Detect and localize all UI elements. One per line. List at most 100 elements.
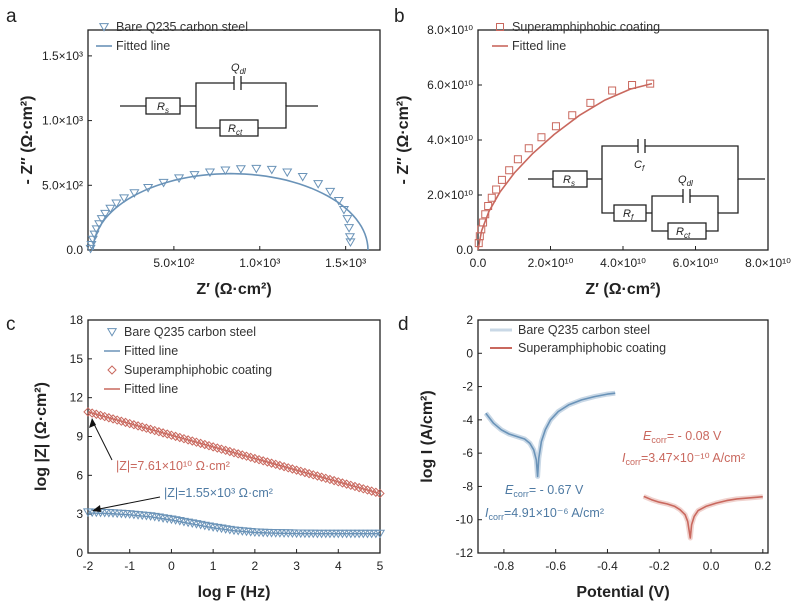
data-point (345, 238, 356, 248)
y-tick-label: 0 (466, 346, 473, 360)
data-point (479, 218, 488, 227)
x-tick-label: 0.0 (470, 256, 487, 270)
data-point (325, 187, 336, 197)
y-tick-label: 1.5×10³ (42, 49, 83, 63)
annotation-ecorr-coating: Ecorr= - 0.08 V (643, 429, 722, 445)
series-line-fitted (477, 82, 653, 251)
data-point (492, 185, 501, 194)
data-point (266, 165, 277, 175)
series-line-fitted-coating (87, 411, 381, 495)
data-point (111, 199, 122, 209)
y-tick-label: 2 (466, 313, 473, 327)
x-tick-label: 1.5×10³ (325, 256, 366, 270)
annotation-arrow (93, 496, 161, 511)
series-line-bare (485, 392, 616, 478)
x-tick-label: 0 (168, 559, 175, 573)
series-line-fitted (92, 172, 369, 251)
legend-label: Bare Q235 carbon steel (124, 325, 256, 339)
data-point (646, 79, 655, 88)
y-tick-label: -6 (462, 446, 473, 460)
x-tick-label: 8.0×10¹⁰ (745, 256, 791, 270)
data-point (106, 328, 118, 337)
data-point (158, 178, 169, 188)
equivalent-circuit-b: Rs Cf Rf Qdl Rct (528, 139, 765, 240)
x-tick-label: 5 (377, 559, 384, 573)
data-point (105, 204, 116, 214)
x-axis-label: Potential (V) (576, 584, 669, 601)
y-tick-label: -10 (456, 513, 474, 527)
x-tick-label: 4.0×10¹⁰ (600, 256, 646, 270)
y-tick-label: 9 (76, 430, 83, 444)
y-tick-label: 2.0×10¹⁰ (427, 188, 473, 202)
x-tick-label: -2 (83, 559, 94, 573)
data-point (481, 210, 490, 219)
y-tick-label: -4 (462, 413, 473, 427)
chart-d: -0.8 -0.6 -0.4 -0.2 0.0 0.2 -12 -10 -8 -6 -4 -2 0 2 Po… (419, 313, 771, 601)
y-tick-label: 3 (76, 507, 83, 521)
y-axis-label: - Z″ (Ω·cm²) (395, 96, 412, 185)
y-tick-label: 6 (76, 468, 83, 482)
data-point (524, 144, 533, 153)
annotation-icorr-coating: Icorr=3.47×10⁻¹⁰ A/cm² (622, 451, 745, 467)
svg-text:Cf: Cf (634, 159, 645, 173)
equivalent-circuit-a: Rs Rct Qdl (120, 62, 318, 137)
data-point (586, 98, 595, 107)
x-tick-label: 6.0×10¹⁰ (673, 256, 719, 270)
data-point (282, 168, 293, 178)
svg-text:Rs: Rs (157, 101, 169, 115)
annotation-arrow (91, 419, 113, 461)
y-tick-label: 5.0×10² (42, 178, 83, 192)
data-point (496, 23, 504, 31)
series-line-coating (643, 495, 763, 539)
x-tick-label: -1 (124, 559, 135, 573)
x-axis-label: Z′ (Ω·cm²) (585, 281, 660, 298)
legend-label: Fitted line (124, 382, 178, 396)
data-point (551, 122, 560, 131)
y-tick-label: 8.0×10¹⁰ (427, 23, 473, 37)
y-tick-label: -2 (462, 380, 473, 394)
y-tick-label: 0 (76, 546, 83, 560)
svg-text:Rs: Rs (563, 174, 575, 188)
panel-label-a: a (6, 6, 17, 27)
legend: Bare Q235 carbon steel Fitted line (96, 20, 248, 53)
data-point (204, 168, 216, 178)
data-point (333, 196, 344, 206)
data-point (251, 164, 262, 174)
y-axis-label: - Z″ (Ω·cm²) (19, 96, 36, 185)
x-tick-label: 5.0×10² (153, 256, 194, 270)
data-point (344, 233, 356, 242)
plot-frame (477, 319, 769, 554)
data-point (94, 220, 105, 229)
x-tick-label: 1.0×10³ (239, 256, 280, 270)
data-point (91, 225, 102, 235)
x-tick-label: 2 (252, 559, 259, 573)
data-point (505, 166, 514, 175)
data-point (497, 175, 506, 184)
y-tick-label: -12 (456, 546, 474, 560)
y-tick-label: -8 (462, 479, 473, 493)
legend: Bare Q235 carbon steel Superamphiphobic c… (490, 323, 666, 355)
svg-text:Rct: Rct (228, 123, 243, 137)
x-tick-label: 1 (210, 559, 217, 573)
data-point (173, 174, 185, 183)
svg-text:Qdl: Qdl (231, 62, 246, 76)
data-point (484, 202, 493, 210)
y-tick-label: 6.0×10¹⁰ (427, 78, 473, 92)
svg-text:Rct: Rct (676, 226, 691, 240)
x-tick-label: -0.4 (597, 559, 618, 573)
data-point (513, 155, 522, 164)
data-point (313, 180, 324, 189)
legend-label: Superamphiphobic coating (518, 341, 666, 355)
data-point (235, 165, 246, 174)
legend-label: Bare Q235 carbon steel (116, 20, 248, 34)
legend-label: Fitted line (116, 39, 170, 53)
data-point (85, 244, 96, 254)
data-point (89, 230, 100, 240)
annotation-bare: |Z|=1.55×10³ Ω·cm² (164, 486, 273, 500)
data-point (129, 189, 140, 198)
y-tick-label: 0.0 (66, 243, 83, 257)
y-tick-label: 0.0 (456, 243, 473, 257)
data-point (568, 111, 577, 120)
